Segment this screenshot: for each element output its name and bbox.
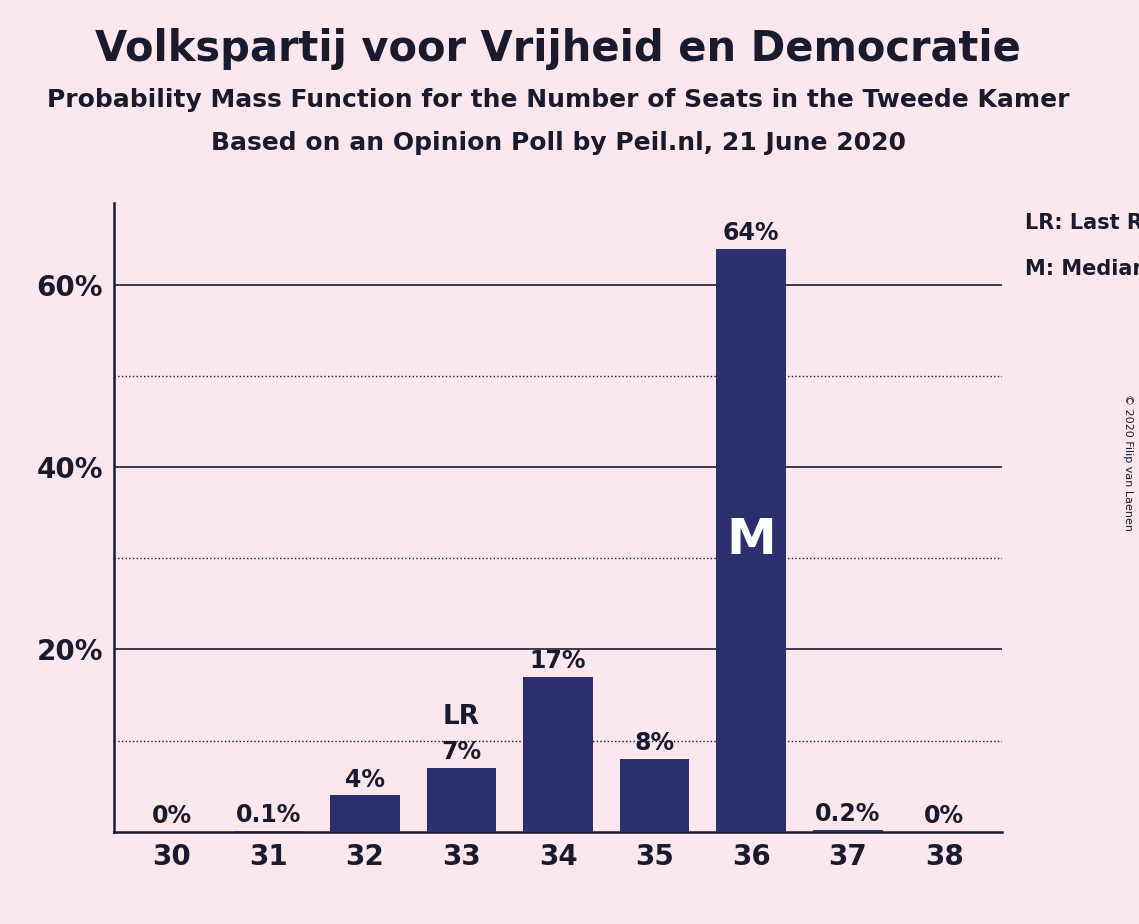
Bar	[813, 830, 883, 832]
Text: © 2020 Filip van Laenen: © 2020 Filip van Laenen	[1123, 394, 1133, 530]
Text: 8%: 8%	[634, 731, 674, 755]
Text: M: Median: M: Median	[1025, 259, 1139, 279]
Bar	[620, 759, 689, 832]
Bar	[523, 676, 593, 832]
Text: M: M	[727, 517, 776, 565]
Text: Probability Mass Function for the Number of Seats in the Tweede Kamer: Probability Mass Function for the Number…	[47, 88, 1070, 112]
Text: 0%: 0%	[925, 804, 965, 828]
Text: LR: LR	[443, 703, 480, 730]
Text: Volkspartij voor Vrijheid en Democratie: Volkspartij voor Vrijheid en Democratie	[96, 28, 1021, 69]
Text: 4%: 4%	[345, 768, 385, 792]
Text: 0%: 0%	[151, 804, 191, 828]
Text: Based on an Opinion Poll by Peil.nl, 21 June 2020: Based on an Opinion Poll by Peil.nl, 21 …	[211, 131, 906, 155]
Text: 64%: 64%	[723, 221, 779, 245]
Text: 7%: 7%	[442, 740, 482, 764]
Bar	[716, 249, 786, 832]
Text: 0.2%: 0.2%	[816, 802, 880, 826]
Bar	[427, 768, 497, 832]
Text: 17%: 17%	[530, 650, 587, 674]
Text: 0.1%: 0.1%	[236, 803, 301, 827]
Text: LR: Last Result: LR: Last Result	[1025, 213, 1139, 233]
Bar	[330, 796, 400, 832]
